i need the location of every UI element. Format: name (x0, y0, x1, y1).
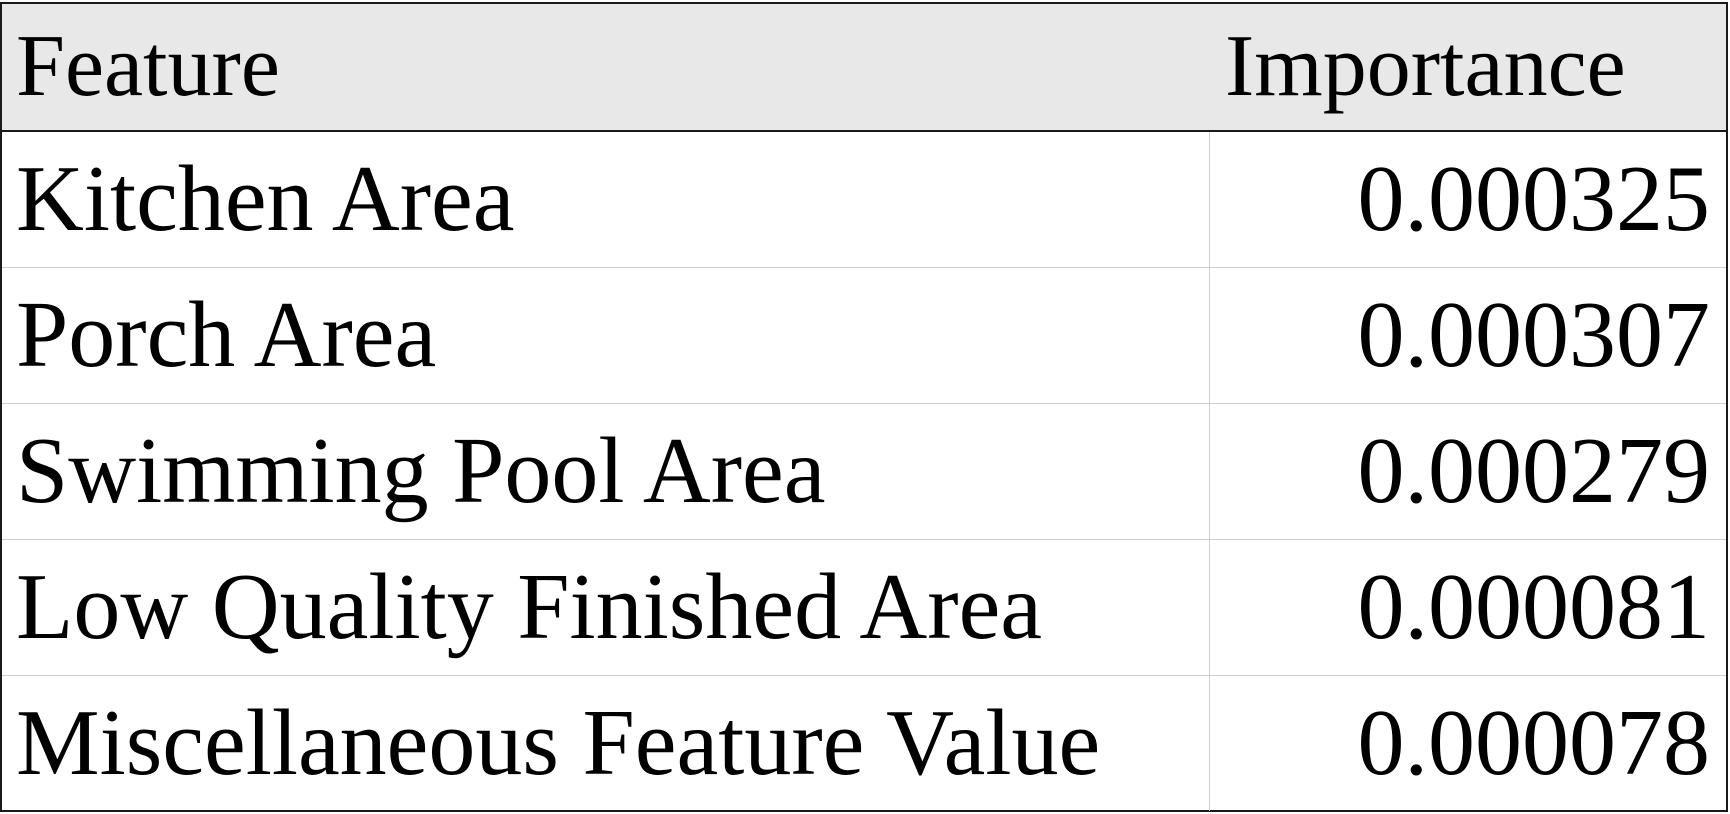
importance-cell: 0.000081 (1209, 539, 1726, 676)
feature-cell: Kitchen Area (2, 131, 1210, 268)
table: Feature Importance Kitchen Area 0.000325… (2, 4, 1726, 811)
feature-cell: Porch Area (2, 267, 1210, 404)
table-body: Kitchen Area 0.000325 Porch Area 0.00030… (2, 131, 1726, 811)
feature-cell: Miscellaneous Feature Value (2, 675, 1210, 811)
header-row: Feature Importance (2, 4, 1726, 132)
importance-cell: 0.000307 (1209, 267, 1726, 404)
feature-cell: Low Quality Finished Area (2, 539, 1210, 676)
importance-cell: 0.000279 (1209, 403, 1726, 540)
table-header: Feature Importance (2, 4, 1726, 132)
feature-cell: Swimming Pool Area (2, 403, 1210, 540)
table-row: Low Quality Finished Area 0.000081 (2, 539, 1726, 676)
feature-column-header: Feature (2, 4, 1209, 132)
table-row: Miscellaneous Feature Value 0.000078 (2, 675, 1726, 811)
table-row: Kitchen Area 0.000325 (2, 131, 1726, 268)
importance-cell: 0.000078 (1357, 691, 1711, 796)
table-row: Porch Area 0.000307 (2, 267, 1726, 404)
table-row: Swimming Pool Area 0.000279 (2, 403, 1726, 540)
importance-cell: 0.000325 (1209, 131, 1726, 268)
importance-column-header: Importance (1209, 4, 1726, 132)
